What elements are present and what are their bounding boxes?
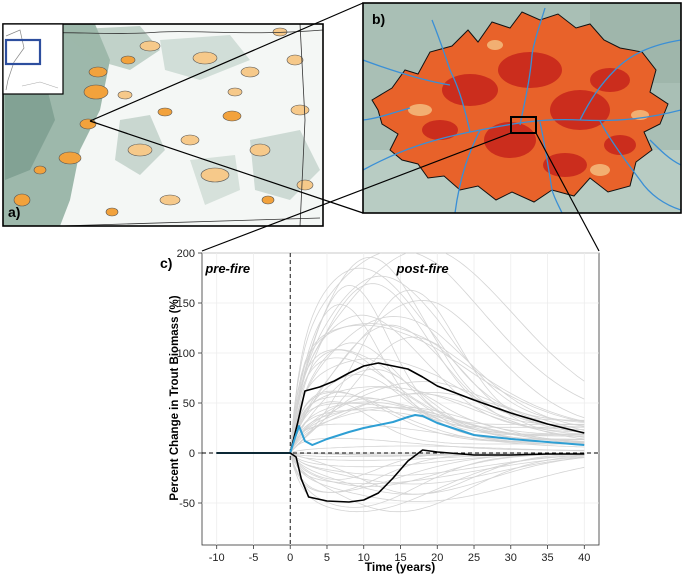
panel-a-map: a) [2, 23, 324, 227]
x-tick-label: 25 [468, 552, 480, 564]
x-tick-label: 10 [358, 552, 370, 564]
y-tick-label: 50 [183, 398, 195, 410]
panel-b-label: b) [372, 11, 385, 27]
upper-bound-line [216, 362, 585, 454]
stream-network [363, 7, 681, 213]
x-tick-label: 20 [431, 552, 443, 564]
panel-c-label: c) [160, 255, 172, 271]
x-axis-label: Time (years) [365, 560, 435, 574]
y-tick-label: -50 [179, 498, 195, 510]
y-tick-label: 0 [189, 448, 195, 460]
x-tick-label: 5 [324, 552, 330, 564]
x-tick-label: 15 [394, 552, 406, 564]
summary-lines [216, 362, 585, 503]
inset-overview-map [2, 23, 64, 95]
x-tick-label: -5 [249, 552, 259, 564]
x-tick-label: -10 [209, 552, 225, 564]
lower-bound-line [216, 449, 585, 503]
low-severity-patches [408, 40, 649, 176]
period-annotation: post-fire [396, 261, 449, 276]
y-tick-label: 200 [177, 248, 195, 260]
y-tick-labels: -50 0 50 100 150 200 [177, 248, 202, 510]
annotations: pre-fire post-fire [204, 261, 448, 276]
stream-reach-box [510, 116, 537, 134]
zoom-connectors [89, 2, 600, 252]
y-tick-label: 150 [177, 298, 195, 310]
inset-location-box [4, 38, 42, 66]
y-axis-label: Percent Change in Trout Biomass (%) [169, 295, 181, 500]
x-tick-label: 30 [505, 552, 517, 564]
panel-c-chart: c) -10 -5 0 5 10 15 20 25 30 35 40 -50050100150200… [160, 248, 600, 574]
median-line [216, 414, 585, 454]
panel-b-map: b) [362, 2, 682, 214]
x-tick-labels: -10 -5 0 5 10 15 20 25 30 35 40 [209, 545, 590, 564]
panel-a-label: a) [8, 204, 20, 220]
period-annotation: pre-fire [204, 261, 250, 276]
x-tick-label: 40 [578, 552, 590, 564]
x-tick-label: 0 [287, 552, 293, 564]
x-tick-label: 35 [541, 552, 553, 564]
y-tick-label: 100 [177, 348, 195, 360]
